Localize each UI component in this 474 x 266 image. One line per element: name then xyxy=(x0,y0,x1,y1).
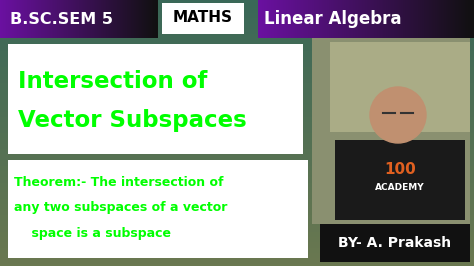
Text: B.SC.SEM 5: B.SC.SEM 5 xyxy=(10,11,113,27)
Text: Theorem:- The intersection of: Theorem:- The intersection of xyxy=(14,176,224,189)
FancyBboxPatch shape xyxy=(330,42,470,132)
Text: Intersection of: Intersection of xyxy=(18,70,207,94)
Text: Linear Algebra: Linear Algebra xyxy=(264,10,401,28)
FancyBboxPatch shape xyxy=(162,3,244,34)
FancyBboxPatch shape xyxy=(335,140,465,220)
FancyBboxPatch shape xyxy=(8,160,308,258)
Text: MATHS: MATHS xyxy=(173,10,233,26)
FancyBboxPatch shape xyxy=(320,224,470,262)
Text: Vector Subspaces: Vector Subspaces xyxy=(18,109,247,131)
FancyBboxPatch shape xyxy=(312,38,470,224)
Text: space is a subspace: space is a subspace xyxy=(14,227,171,240)
Circle shape xyxy=(370,87,426,143)
FancyBboxPatch shape xyxy=(8,44,303,154)
Text: 100: 100 xyxy=(384,163,416,177)
Text: BY- A. Prakash: BY- A. Prakash xyxy=(338,236,452,250)
Text: any two subspaces of a vector: any two subspaces of a vector xyxy=(14,202,228,214)
Text: ACADEMY: ACADEMY xyxy=(375,184,425,193)
